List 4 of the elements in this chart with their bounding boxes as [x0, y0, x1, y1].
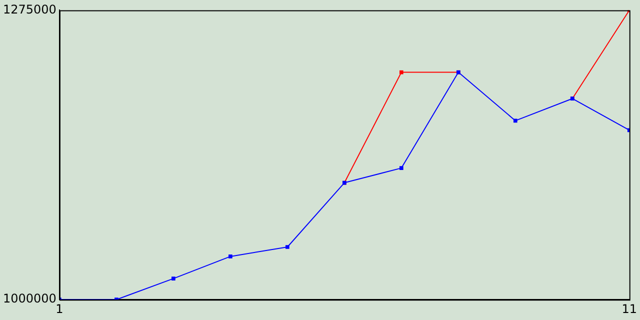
y-tick-label: 1275000: [2, 2, 56, 16]
x-tick-label: 1: [56, 302, 64, 316]
y-tick-label: 1000000: [2, 292, 56, 306]
x-tick-label: 11: [622, 302, 638, 316]
